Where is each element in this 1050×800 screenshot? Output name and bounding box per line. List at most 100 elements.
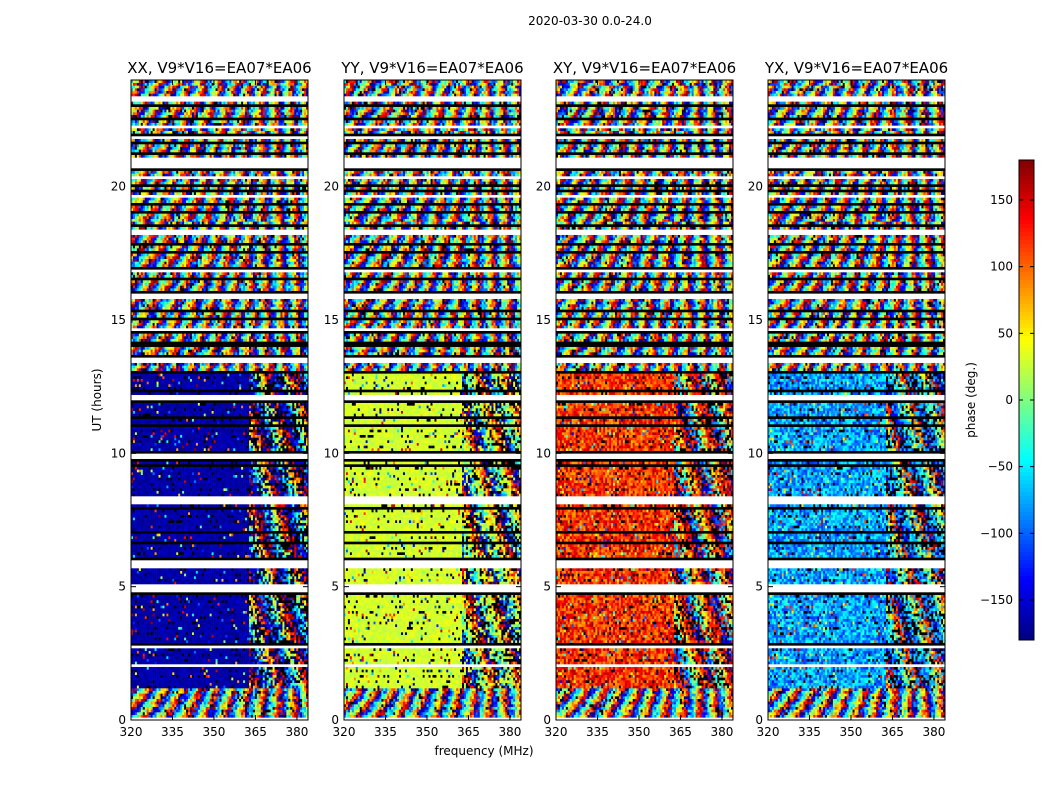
x-tick-label: 365 — [669, 725, 692, 739]
colorbar-segment — [1019, 268, 1034, 273]
colorbar-segment — [1019, 576, 1034, 581]
y-tick-label: 0 — [118, 713, 126, 727]
y-tick-label: 10 — [748, 446, 763, 460]
colorbar-segment — [1019, 416, 1034, 421]
colorbar-segment — [1019, 452, 1034, 457]
x-tick-label: 320 — [545, 725, 568, 739]
heatmap-cells — [344, 80, 521, 720]
colorbar-segment — [1019, 468, 1034, 473]
colorbar-segment — [1019, 176, 1034, 181]
colorbar-segment — [1019, 524, 1034, 529]
colorbar-segment — [1019, 500, 1034, 505]
y-tick-label: 0 — [331, 713, 339, 727]
colorbar-segment — [1019, 284, 1034, 289]
x-tick-label: 380 — [285, 725, 308, 739]
heatmap-cells — [131, 80, 308, 720]
colorbar-segment — [1019, 620, 1034, 625]
colorbar-segment — [1019, 512, 1034, 517]
colorbar-segment — [1019, 560, 1034, 565]
colorbar-segment — [1019, 192, 1034, 197]
colorbar-segment — [1019, 348, 1034, 353]
colorbar-tick-label: −100 — [980, 526, 1013, 540]
colorbar-segment — [1019, 340, 1034, 345]
colorbar-segment — [1019, 296, 1034, 301]
x-axis-label: frequency (MHz) — [434, 744, 533, 758]
colorbar-segment — [1019, 240, 1034, 245]
y-tick-label: 20 — [111, 180, 126, 194]
colorbar-segment — [1019, 504, 1034, 509]
colorbar-segment — [1019, 232, 1034, 237]
colorbar-segment — [1019, 412, 1034, 417]
figure: XX, V9*V16=EA07*EA06 320 335 350 365 380 0 5 10 1… — [0, 0, 1050, 800]
colorbar-tick-label: 150 — [990, 193, 1013, 207]
colorbar-segment — [1019, 276, 1034, 281]
colorbar-segment — [1019, 236, 1034, 241]
y-tick-label: 0 — [543, 713, 551, 727]
colorbar-segment — [1019, 532, 1034, 537]
y-tick-label: 15 — [536, 313, 551, 327]
x-tick-label: 335 — [374, 725, 397, 739]
colorbar-segment — [1019, 372, 1034, 377]
y-tick-label: 5 — [755, 580, 763, 594]
colorbar-segment — [1019, 404, 1034, 409]
colorbar-segment — [1019, 248, 1034, 253]
colorbar-segment — [1019, 228, 1034, 233]
x-tick-label: 350 — [203, 725, 226, 739]
colorbar-segment — [1019, 312, 1034, 317]
colorbar-segment — [1019, 280, 1034, 285]
x-tick-label: 380 — [498, 725, 521, 739]
x-tick-label: 335 — [586, 725, 609, 739]
x-tick-label: 335 — [161, 725, 184, 739]
colorbar-segment — [1019, 572, 1034, 577]
x-tick-label: 365 — [457, 725, 480, 739]
colorbar-segment — [1019, 584, 1034, 589]
colorbar-tick-label: −150 — [980, 593, 1013, 607]
colorbar-segment — [1019, 628, 1034, 633]
colorbar-segment — [1019, 364, 1034, 369]
colorbar-segment — [1019, 180, 1034, 185]
colorbar-segment — [1019, 588, 1034, 593]
y-tick-label: 5 — [331, 580, 339, 594]
colorbar-segment — [1019, 188, 1034, 193]
x-tick-label: 335 — [798, 725, 821, 739]
colorbar-segment — [1019, 160, 1034, 165]
colorbar-segment — [1019, 208, 1034, 213]
colorbar-segment — [1019, 288, 1034, 293]
colorbar-segment — [1019, 380, 1034, 385]
y-tick-label: 10 — [536, 446, 551, 460]
colorbar-segment — [1019, 400, 1034, 405]
colorbar-segment — [1019, 556, 1034, 561]
colorbar-segment — [1019, 316, 1034, 321]
colorbar-segment — [1019, 516, 1034, 521]
x-tick-label: 350 — [840, 725, 863, 739]
colorbar-segment — [1019, 308, 1034, 313]
colorbar-segment — [1019, 540, 1034, 545]
colorbar-segment — [1019, 480, 1034, 485]
colorbar-segment — [1019, 612, 1034, 617]
colorbar-segment — [1019, 352, 1034, 357]
colorbar-segment — [1019, 204, 1034, 209]
colorbar-segment — [1019, 460, 1034, 465]
y-tick-label: 0 — [755, 713, 763, 727]
colorbar-segment — [1019, 536, 1034, 541]
colorbar-tick-label: 50 — [998, 326, 1013, 340]
colorbar-segment — [1019, 552, 1034, 557]
colorbar-segment — [1019, 508, 1034, 513]
colorbar-segment — [1019, 392, 1034, 397]
colorbar-segment — [1019, 428, 1034, 433]
colorbar-segment — [1019, 320, 1034, 325]
colorbar-segment — [1019, 212, 1034, 217]
colorbar-segment — [1019, 420, 1034, 425]
colorbar-segment — [1019, 432, 1034, 437]
colorbar-segment — [1019, 496, 1034, 501]
colorbar-tick-label: −50 — [988, 460, 1013, 474]
colorbar-segment — [1019, 328, 1034, 333]
x-tick-label: 320 — [120, 725, 143, 739]
colorbar-segment — [1019, 436, 1034, 441]
y-tick-label: 20 — [324, 180, 339, 194]
y-tick-label: 5 — [543, 580, 551, 594]
panel-title: XX, V9*V16=EA07*EA06 — [127, 59, 311, 77]
